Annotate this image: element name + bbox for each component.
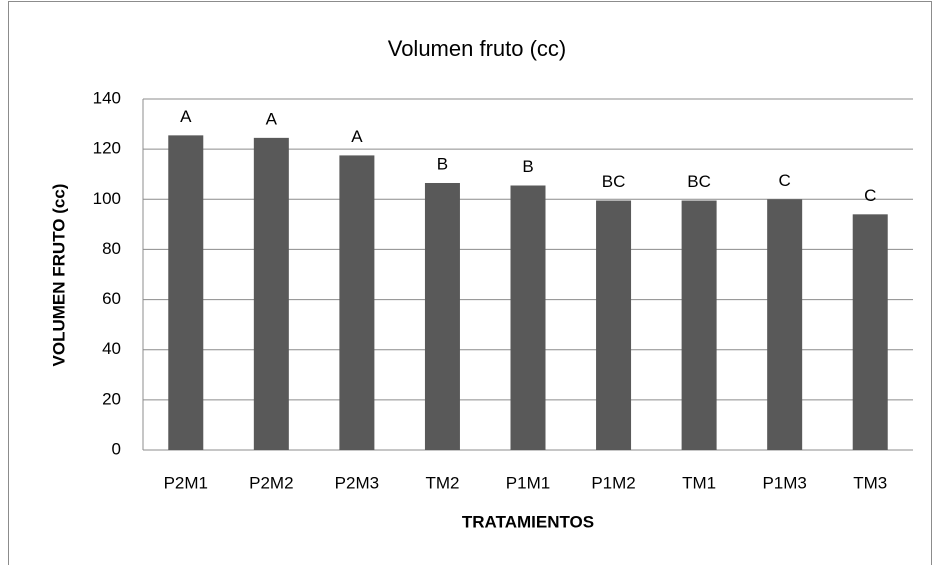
chart-title: Volumen fruto (cc) <box>388 36 567 61</box>
y-tick-label: 120 <box>93 139 121 158</box>
bar <box>767 199 803 450</box>
y-tick-label: 140 <box>93 88 121 107</box>
y-tick-label: 0 <box>112 439 121 458</box>
x-axis-title: TRATAMIENTOS <box>462 512 594 531</box>
bar-annotation: B <box>437 154 448 173</box>
bar-annotation: C <box>864 186 876 205</box>
bar-annotation: C <box>779 171 791 190</box>
x-tick-label: P1M1 <box>506 473 550 492</box>
y-tick-label: 60 <box>102 289 121 308</box>
bar-annotation: B <box>522 157 533 176</box>
bar <box>168 135 204 450</box>
bar <box>424 182 460 450</box>
x-tick-label: TM3 <box>853 473 887 492</box>
y-tick-label: 40 <box>102 339 121 358</box>
y-tick-label: 100 <box>93 189 121 208</box>
bar <box>253 137 289 450</box>
bar <box>852 214 888 450</box>
y-tick-label: 80 <box>102 239 121 258</box>
bar-annotation: A <box>180 107 192 126</box>
bar-annotation: A <box>351 127 363 146</box>
bar <box>681 200 717 450</box>
y-axis-title: VOLUMEN FRUTO (cc) <box>49 184 68 367</box>
bar <box>510 185 546 450</box>
y-tick-label: 20 <box>102 389 121 408</box>
bar <box>596 200 632 450</box>
x-tick-label: P1M2 <box>591 473 635 492</box>
x-tick-label: P2M2 <box>249 473 293 492</box>
bar-annotation: BC <box>602 172 626 191</box>
bar <box>339 155 375 451</box>
x-tick-label: TM1 <box>682 473 716 492</box>
x-tick-label: P2M3 <box>335 473 379 492</box>
bar-annotation: A <box>266 109 278 128</box>
x-tick-label: P1M3 <box>762 473 806 492</box>
x-tick-label: TM2 <box>425 473 459 492</box>
x-tick-label: P2M1 <box>164 473 208 492</box>
bar-annotation: BC <box>687 172 711 191</box>
